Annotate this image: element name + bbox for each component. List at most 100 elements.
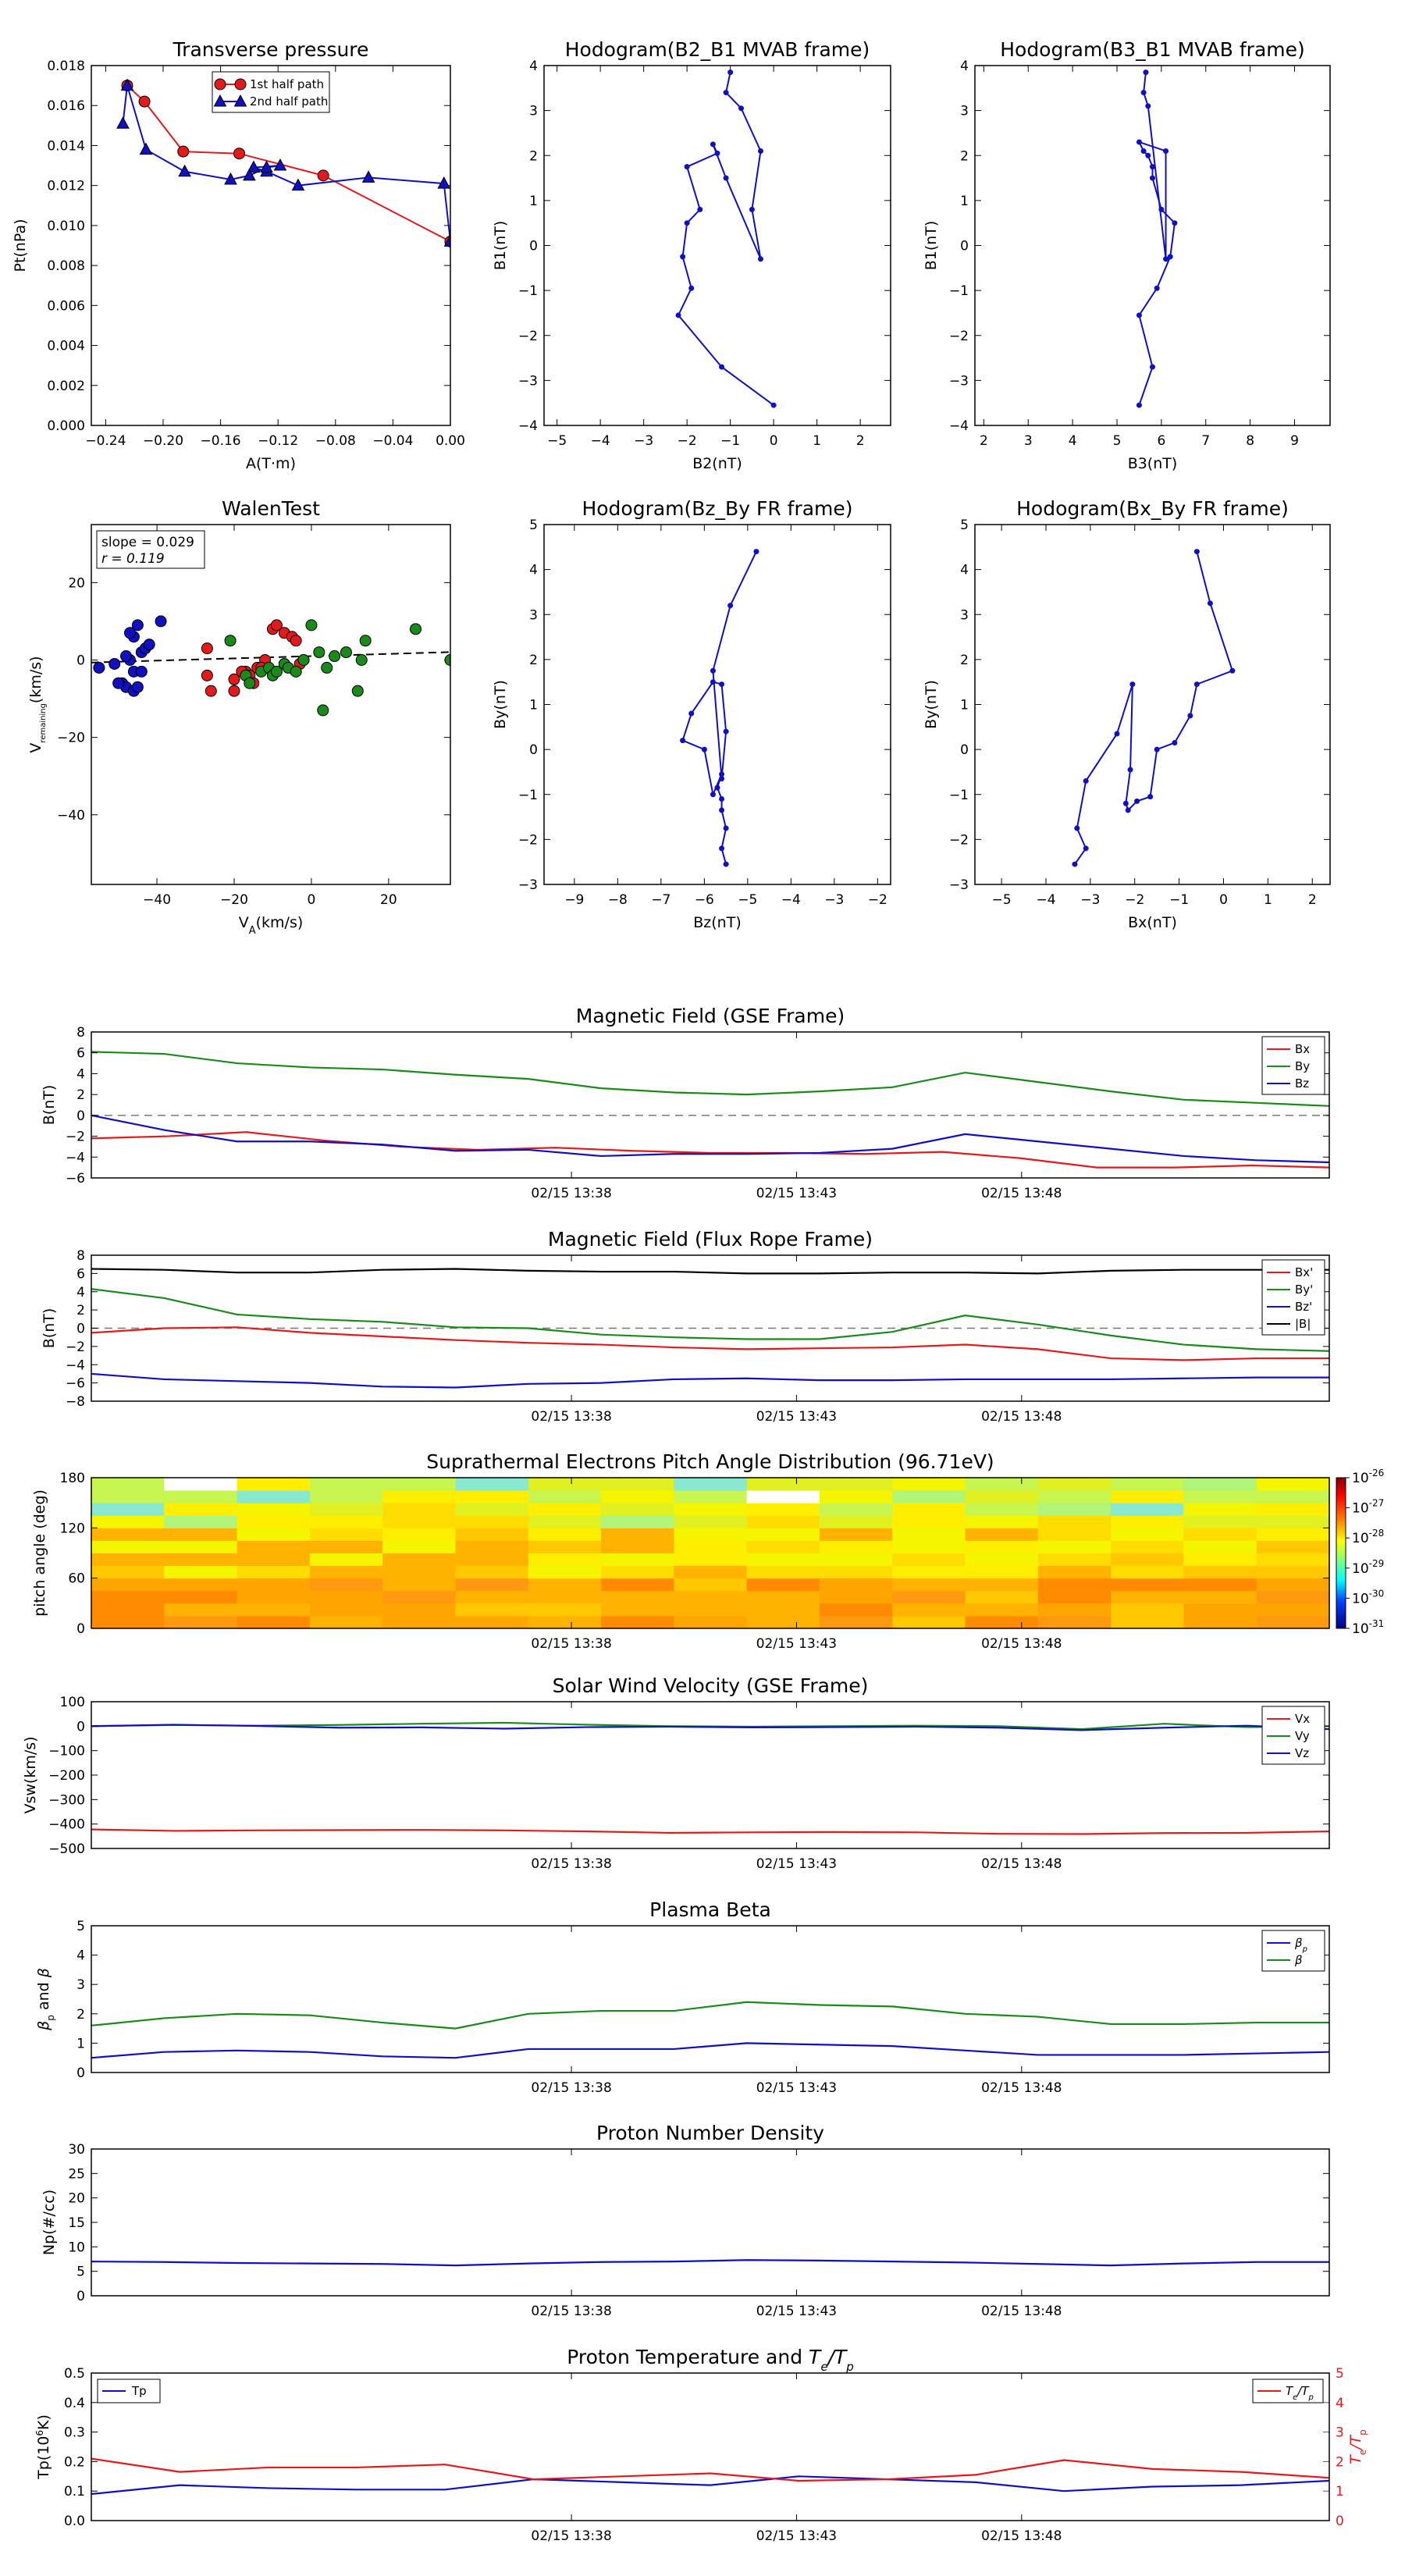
heatmap-cell: [528, 1503, 602, 1516]
x-tick-label: −2: [868, 892, 887, 908]
data-point: [1140, 90, 1147, 96]
legend-label: Te/Tp: [1286, 2384, 1314, 2402]
data-point: [443, 234, 450, 247]
heatmap-cell: [91, 1540, 165, 1553]
panel-hxy: Hodogram(Bx_By FR frame) −5 −4 −3 −2 −1 0 1 2 −3 −…: [923, 497, 1331, 931]
heatmap-cell: [601, 1553, 674, 1567]
x-tick-label: 0: [308, 892, 316, 908]
heatmap-cell: [1183, 1515, 1257, 1528]
y-tick-label: 0: [960, 239, 969, 254]
heatmap-cell: [1183, 1578, 1257, 1592]
legend-box: [1261, 1706, 1325, 1765]
y-tick-label: 3: [529, 104, 538, 119]
heatmap-cell: [309, 1590, 383, 1604]
x-tick-label: 02/15 13:43: [756, 1856, 837, 1872]
heatmap-cell: [382, 1503, 456, 1516]
x-tick-label: 02/15 13:43: [756, 2528, 837, 2544]
plot-area: [1072, 549, 1236, 867]
heatmap-cell: [455, 1540, 529, 1553]
x-tick-label: −3: [824, 892, 844, 908]
x-tick-label: −0.24: [85, 433, 126, 449]
data-point: [313, 646, 325, 659]
y-tick-label: −6: [66, 1171, 85, 1187]
heatmap-cell: [1037, 1615, 1112, 1629]
heatmap-cell: [819, 1540, 893, 1553]
heatmap-cell: [965, 1503, 1039, 1516]
data-point: [680, 254, 686, 260]
data-point: [1187, 713, 1193, 719]
legend-marker: [234, 78, 247, 91]
data-point: [233, 148, 246, 160]
y2-tick-label: 1: [1336, 2484, 1344, 2500]
y-tick-label: −2: [66, 1130, 85, 1145]
heatmap-cell: [455, 1515, 529, 1528]
y-tick-label: −1: [518, 283, 538, 299]
heatmap-cell: [601, 1540, 674, 1553]
heatmap-cell: [965, 1615, 1039, 1629]
annotation-slope: slope = 0.029: [101, 535, 194, 550]
y-tick-label: −2: [518, 832, 538, 848]
y-tick-label: 1: [529, 698, 538, 713]
data-point: [710, 792, 716, 798]
heatmap-cell: [1183, 1603, 1257, 1617]
colorbar-tick-label: 10-31: [1352, 1618, 1384, 1637]
data-point: [688, 285, 695, 291]
heatmap-cell: [1111, 1565, 1184, 1579]
data-point: [770, 402, 777, 408]
data-point: [1150, 364, 1155, 370]
x-tick-label: 02/15 13:38: [531, 1856, 611, 1872]
heatmap-cell: [1111, 1490, 1184, 1503]
x-tick-label: 0: [1219, 892, 1228, 908]
heatmap-cell: [601, 1615, 674, 1629]
heatmap-cell: [1037, 1478, 1112, 1491]
heatmap-cell: [237, 1490, 311, 1503]
data-point: [116, 116, 130, 129]
heatmap-cell: [164, 1515, 238, 1528]
data-point: [1229, 667, 1236, 674]
panel-tp: Proton Temperature and Te/Tp 02/15 13:38 0…: [34, 2346, 1368, 2544]
data-point: [290, 635, 302, 647]
y-tick-label: −2: [518, 329, 538, 344]
heatmap-cell: [528, 1528, 602, 1541]
heatmap-cell: [164, 1590, 238, 1604]
data-point: [1125, 807, 1131, 813]
series-line-Vx: [91, 1828, 1330, 1835]
heatmap-cell: [601, 1478, 674, 1491]
data-point: [1072, 861, 1078, 867]
legend-label: Bx: [1295, 1042, 1310, 1056]
y-tick-label: 0.5: [64, 2366, 85, 2382]
heatmap-cell: [674, 1553, 748, 1567]
axes-frame: [91, 1254, 1330, 1402]
heatmap-cell: [528, 1478, 602, 1491]
heatmap-cell: [91, 1590, 165, 1604]
fit-line: [91, 651, 450, 664]
y-tick-label: 3: [960, 104, 969, 119]
heatmap-cell: [1037, 1503, 1112, 1516]
panel-title: Magnetic Field (GSE Frame): [576, 1005, 845, 1027]
data-point: [178, 164, 191, 177]
y-tick-label: 0.002: [47, 379, 85, 394]
heatmap-cell: [601, 1515, 674, 1528]
data-point: [1172, 739, 1178, 745]
data-point: [675, 312, 681, 318]
heatmap-cell: [237, 1615, 311, 1629]
data-point: [1163, 148, 1169, 154]
panel-hzy: Hodogram(Bz_By FR frame) −9 −8 −7 −6 −5 −4 −3 −2…: [492, 497, 891, 931]
heatmap-cell: [601, 1565, 674, 1579]
data-point: [719, 771, 725, 777]
series-line-0: [1074, 551, 1234, 865]
heatmap-cell: [601, 1603, 674, 1617]
axes-frame: [543, 524, 891, 885]
heatmap-cell: [819, 1615, 893, 1629]
y-tick-label: 100: [60, 1695, 85, 1710]
panel-title: Hodogram(Bz_By FR frame): [582, 497, 852, 520]
data-point: [135, 665, 148, 678]
data-point: [1127, 767, 1133, 773]
heatmap-cell: [674, 1615, 748, 1629]
heatmap-cell: [746, 1590, 820, 1604]
heatmap-cell: [237, 1528, 311, 1541]
data-point: [719, 776, 725, 782]
heatmap-cell: [528, 1540, 602, 1553]
heatmap-cell: [309, 1515, 383, 1528]
y-axis-label: B(nT): [41, 1085, 58, 1126]
